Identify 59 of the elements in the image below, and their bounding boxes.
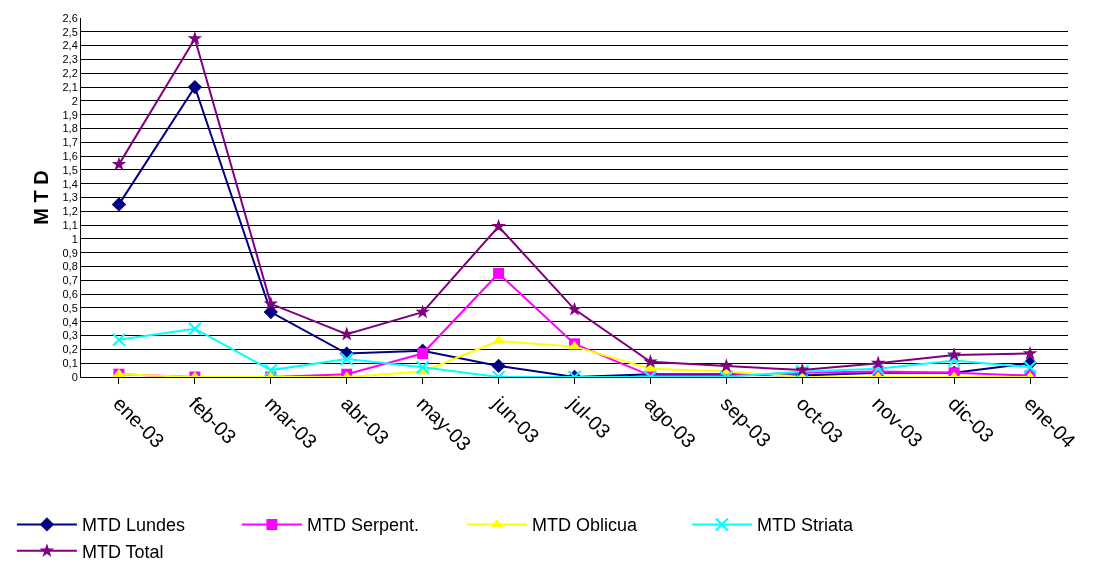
point	[946, 347, 962, 362]
y-tick-label: 2,2	[62, 67, 78, 80]
y-tick-label: 1,5	[62, 163, 78, 176]
point	[719, 358, 734, 373]
point	[111, 332, 126, 347]
y-tick-label: 0,2	[62, 343, 78, 356]
y-tick-label: 2,3	[62, 53, 78, 66]
point	[111, 197, 127, 212]
y-tick-label: 0,5	[62, 301, 78, 314]
point	[643, 354, 658, 369]
y-tick-label: 0,4	[62, 315, 78, 328]
point	[1023, 360, 1038, 375]
legend-label: MTD Total	[81, 541, 164, 562]
y-tick-label: 1	[71, 232, 78, 245]
y-tick-label: 1,1	[62, 218, 78, 231]
y-tick-label: 2,4	[62, 39, 78, 52]
point	[870, 355, 886, 370]
point	[339, 326, 355, 341]
y-tick-label: 2,6	[62, 11, 78, 24]
y-tick-label: 2	[71, 94, 78, 107]
point	[417, 348, 429, 360]
y-tick-label: 0,8	[62, 260, 78, 273]
point	[415, 304, 430, 319]
y-tick-label: 1,6	[62, 149, 78, 162]
legend-label: MTD Striata	[756, 515, 854, 536]
legend-label: MTD Lundes	[81, 515, 185, 536]
point	[415, 360, 430, 375]
y-tick-label: 0,1	[62, 357, 78, 370]
y-tick-label: 1,9	[62, 108, 78, 121]
point	[263, 296, 279, 311]
point	[187, 31, 203, 45]
point	[491, 218, 506, 233]
y-tick-label: 0	[71, 370, 78, 383]
y-tick-label: 2,5	[62, 25, 78, 38]
y-tick-label: 0,9	[62, 246, 78, 259]
point	[567, 301, 582, 316]
point	[493, 267, 505, 279]
y-tick-label: 1,2	[62, 205, 78, 218]
point	[263, 304, 278, 320]
point	[187, 79, 203, 95]
point	[339, 352, 354, 367]
point	[1022, 345, 1038, 360]
point	[263, 363, 278, 377]
legend-label: MTD Oblicua	[531, 515, 638, 536]
point	[947, 353, 962, 368]
y-tick-label: 0,7	[62, 274, 78, 287]
y-tick-label: 0,6	[62, 288, 78, 300]
point	[491, 358, 506, 374]
point	[111, 156, 127, 171]
y-tick-label: 1,3	[62, 191, 78, 204]
y-tick-label: 1,8	[62, 122, 78, 135]
y-tick-label: 2,1	[62, 80, 78, 93]
point	[187, 321, 202, 336]
legend-label: MTD Serpent.	[306, 515, 419, 536]
y-axis-title: M T D	[30, 170, 52, 225]
y-tick-label: 1,4	[62, 177, 78, 190]
y-tick-label: 0,3	[62, 329, 78, 342]
y-tick-label: 1,7	[62, 136, 78, 149]
point	[871, 361, 886, 376]
